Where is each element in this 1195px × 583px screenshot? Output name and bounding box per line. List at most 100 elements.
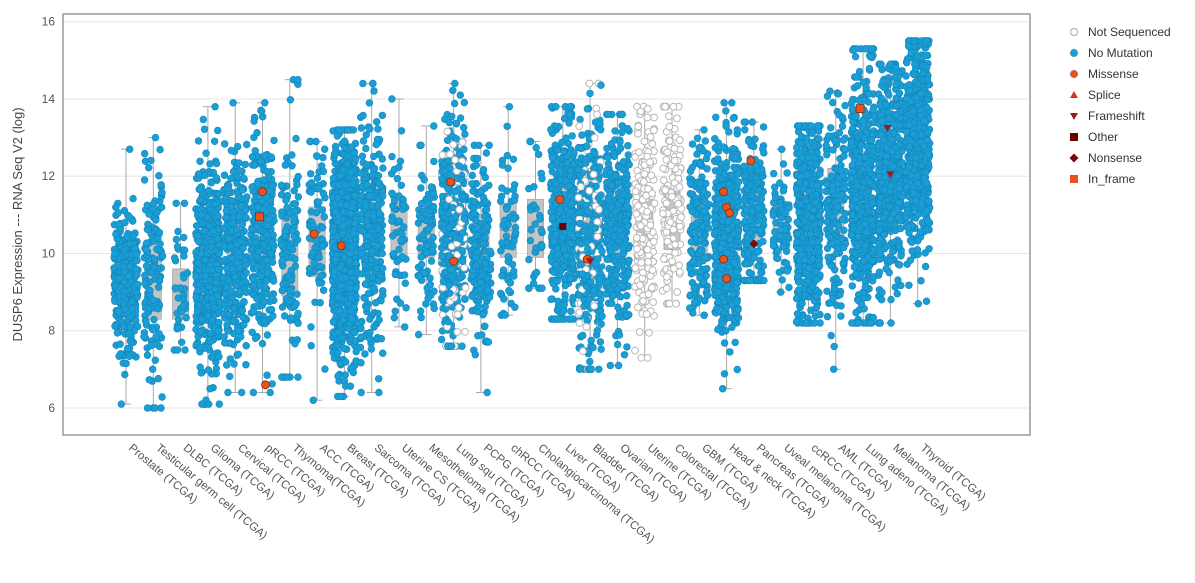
no-mutation-point — [451, 79, 459, 88]
no-mutation-point — [249, 275, 257, 283]
not-sequenced-point — [575, 319, 584, 327]
no-mutation-point — [114, 220, 123, 229]
no-mutation-point — [556, 166, 564, 174]
no-mutation-point — [585, 295, 593, 303]
not-sequenced-point — [446, 150, 455, 159]
no-mutation-point — [228, 219, 236, 227]
no-mutation-point — [239, 174, 248, 182]
no-mutation-point — [263, 167, 271, 176]
no-mutation-point — [238, 220, 247, 229]
no-mutation-point — [154, 305, 162, 313]
no-mutation-point — [224, 311, 233, 319]
no-mutation-point — [379, 192, 387, 200]
no-mutation-point — [397, 181, 405, 190]
no-mutation-point — [374, 172, 383, 180]
no-mutation-point — [339, 344, 348, 352]
no-mutation-point — [444, 210, 453, 218]
no-mutation-point — [367, 345, 376, 353]
no-mutation-point — [567, 239, 575, 248]
no-mutation-point — [396, 299, 405, 307]
no-mutation-point — [142, 262, 151, 270]
no-mutation-point — [337, 282, 345, 290]
no-mutation-point — [388, 217, 396, 225]
not-sequenced-point — [593, 218, 602, 226]
no-mutation-point — [223, 284, 231, 292]
no-mutation-point — [390, 314, 398, 322]
no-mutation-point — [447, 265, 455, 274]
no-mutation-point — [269, 312, 277, 320]
no-mutation-point — [370, 284, 378, 292]
no-mutation-point — [151, 404, 159, 412]
no-mutation-point — [567, 200, 576, 208]
no-mutation-point — [497, 247, 505, 255]
no-mutation-point — [291, 207, 299, 215]
no-mutation-point — [261, 283, 269, 291]
no-mutation-point — [623, 343, 631, 351]
no-mutation-point — [374, 125, 382, 133]
no-mutation-point — [227, 146, 236, 155]
no-mutation-point — [211, 102, 219, 111]
no-mutation-point — [342, 358, 350, 366]
no-mutation-point — [329, 318, 338, 326]
no-mutation-point — [559, 307, 568, 315]
no-mutation-point — [249, 308, 258, 316]
not-sequenced-point — [461, 327, 470, 336]
no-mutation-point — [315, 253, 323, 261]
no-mutation-point — [125, 352, 134, 360]
no-mutation-point — [401, 323, 409, 331]
no-mutation-point — [116, 350, 125, 358]
no-mutation-point — [227, 174, 235, 183]
no-mutation-point — [427, 183, 435, 191]
no-mutation-point — [379, 349, 387, 357]
no-mutation-point — [470, 198, 479, 206]
no-mutation-point — [548, 214, 557, 222]
no-mutation-point — [171, 254, 179, 262]
no-mutation-point — [279, 256, 287, 264]
not-sequenced-point — [575, 122, 584, 131]
no-mutation-point — [319, 242, 327, 251]
no-mutation-point — [315, 279, 324, 287]
no-mutation-point — [395, 245, 403, 254]
no-mutation-point — [154, 234, 162, 243]
no-mutation-point — [485, 181, 493, 190]
no-mutation-point — [226, 355, 235, 363]
no-mutation-point — [206, 385, 214, 393]
no-mutation-point — [583, 316, 591, 325]
no-mutation-point — [316, 299, 324, 307]
no-mutation-point — [525, 255, 533, 264]
no-mutation-point — [158, 252, 167, 260]
no-mutation-point — [350, 191, 359, 200]
no-mutation-point — [122, 233, 131, 241]
no-mutation-point — [337, 392, 345, 401]
no-mutation-point — [579, 227, 588, 236]
no-mutation-point — [445, 281, 453, 289]
no-mutation-point — [368, 256, 376, 264]
no-mutation-point — [461, 295, 469, 303]
no-mutation-point — [316, 262, 324, 270]
no-mutation-point — [307, 323, 315, 331]
no-mutation-point — [396, 157, 405, 166]
no-mutation-point — [398, 253, 407, 261]
no-mutation-point — [583, 105, 592, 113]
no-mutation-point — [278, 286, 286, 295]
no-mutation-point — [375, 209, 384, 218]
no-mutation-point — [481, 322, 489, 330]
no-mutation-point — [499, 221, 507, 230]
no-mutation-point — [359, 79, 367, 88]
no-mutation-point — [153, 245, 161, 253]
no-mutation-point — [591, 224, 599, 232]
no-mutation-point — [397, 236, 405, 245]
no-mutation-point — [180, 233, 188, 242]
no-mutation-point — [348, 243, 356, 252]
no-mutation-point — [506, 279, 515, 287]
no-mutation-point — [227, 203, 236, 211]
no-mutation-point — [144, 305, 153, 313]
not-sequenced-point — [449, 140, 458, 149]
no-mutation-point — [458, 192, 467, 201]
no-mutation-point — [437, 335, 446, 344]
no-mutation-point — [366, 315, 374, 323]
no-mutation-point — [357, 333, 365, 341]
no-mutation-point — [362, 131, 370, 139]
no-mutation-point — [596, 338, 605, 346]
no-mutation-point — [576, 219, 584, 228]
